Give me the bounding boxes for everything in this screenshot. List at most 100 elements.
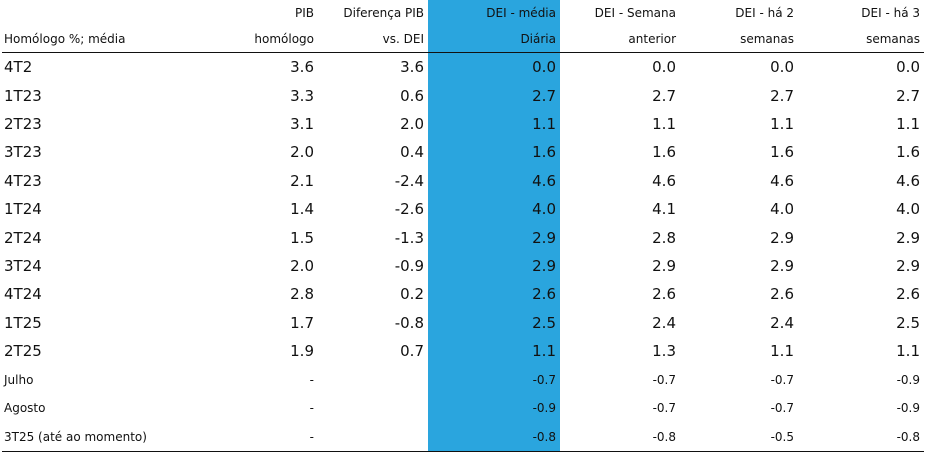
cell: 2.7: [652, 86, 676, 105]
cell: 2.6: [770, 285, 794, 304]
row-label: 1T25: [4, 313, 42, 332]
cell: 0.0: [652, 58, 676, 77]
cell: 4.6: [428, 166, 560, 195]
cell: 1.6: [652, 143, 676, 162]
cell: 4.0: [896, 200, 920, 219]
cell: -2.4: [394, 171, 424, 190]
cell: 4.0: [428, 194, 560, 224]
cell: -0.9: [394, 256, 424, 275]
cell: 2.7: [896, 86, 920, 105]
cell: -0.7: [770, 372, 794, 387]
cell: -0.9: [896, 401, 920, 416]
cell: 0.0: [770, 58, 794, 77]
cell: 1.1: [770, 342, 794, 361]
cell: -0.8: [798, 422, 924, 452]
table-row: 3T23 2.0 0.4 1.6 1.6 1.6 1.6: [2, 138, 924, 167]
cell: 3.6: [290, 58, 314, 77]
cell: 2.4: [652, 313, 676, 332]
cell: 2.9: [652, 256, 676, 275]
cell: 2.0: [290, 256, 314, 275]
cell: 2.8: [290, 285, 314, 304]
cell: 2.5: [896, 313, 920, 332]
table-row: 4T23 2.1 -2.4 4.6 4.6 4.6 4.6: [2, 166, 924, 195]
cell: 1.4: [290, 200, 314, 219]
cell: 0.4: [400, 143, 424, 162]
cell: 1.1: [428, 109, 560, 139]
cell: 1.9: [290, 342, 314, 361]
row-label: 1T23: [4, 86, 42, 105]
header-cell: homólogo: [218, 26, 318, 53]
header-cell: DEI - Semana: [594, 6, 676, 20]
header-cell: vs. DEI: [318, 26, 428, 53]
cell: 2.4: [770, 313, 794, 332]
cell: 1.1: [428, 336, 560, 366]
table-row: 1T24 1.4 -2.6 4.0 4.1 4.0 4.0: [2, 194, 924, 224]
cell: -: [218, 422, 318, 452]
table-row: Agosto - -0.9 -0.7 -0.7 -0.9: [2, 393, 924, 423]
cell: -2.6: [394, 200, 424, 219]
cell: 2.0: [290, 143, 314, 162]
row-label: 2T25: [4, 342, 42, 361]
cell: 4.1: [652, 200, 676, 219]
table-row: 3T25 (até ao momento) - -0.8 -0.8 -0.5 -0.8: [2, 422, 924, 452]
cell: 3.3: [290, 86, 314, 105]
row-label: 4T23: [4, 171, 42, 190]
header-cell: anterior: [560, 26, 680, 53]
cell: 1.1: [652, 114, 676, 133]
cell: 4.6: [896, 171, 920, 190]
cell: 0.2: [400, 285, 424, 304]
cell: 2.9: [896, 228, 920, 247]
cell: 1.6: [770, 143, 794, 162]
row-label: Agosto: [4, 401, 46, 416]
header-cell: Diária: [428, 26, 560, 53]
cell: 1.1: [896, 114, 920, 133]
row-label: 3T24: [4, 256, 42, 275]
cell: -0.5: [680, 422, 798, 452]
row-label: 2T23: [4, 114, 42, 133]
header-cell: DEI - média: [428, 0, 560, 26]
table-row: 2T24 1.5 -1.3 2.9 2.8 2.9 2.9: [2, 223, 924, 252]
cell: 2.6: [896, 285, 920, 304]
cell: -0.9: [428, 393, 560, 423]
cell: -0.7: [652, 372, 676, 387]
table-row: 2T25 1.9 0.7 1.1 1.3 1.1 1.1: [2, 336, 924, 366]
cell: 2.5: [428, 308, 560, 337]
cell: [318, 365, 428, 394]
cell: 1.1: [896, 342, 920, 361]
row-label: 4T2: [4, 58, 33, 77]
cell: 1.6: [896, 143, 920, 162]
cell: 1.5: [290, 228, 314, 247]
cell: 0.6: [400, 86, 424, 105]
cell: -0.7: [652, 401, 676, 416]
cell: -0.8: [428, 422, 560, 452]
header-cell: DEI - há 3: [861, 6, 920, 20]
table-row: 3T24 2.0 -0.9 2.9 2.9 2.9 2.9: [2, 251, 924, 281]
cell: 1.7: [290, 313, 314, 332]
cell: -0.7: [428, 365, 560, 394]
cell: 0.7: [400, 342, 424, 361]
cell: 2.9: [428, 251, 560, 281]
header-cell: semanas: [798, 26, 924, 53]
header-cell: semanas: [680, 26, 798, 53]
cell: 2.0: [400, 114, 424, 133]
cell: 3.6: [400, 58, 424, 77]
cell: -: [309, 401, 314, 416]
row-label: 2T24: [4, 228, 42, 247]
header-row: PIB Diferença PIB DEI - média DEI - Semana D…: [2, 0, 924, 26]
cell: 2.9: [896, 256, 920, 275]
cell: 2.6: [428, 280, 560, 309]
row-label: 1T24: [4, 200, 42, 219]
header-cell: PIB: [294, 6, 314, 20]
cell: -: [309, 372, 314, 387]
cell: 2.9: [770, 256, 794, 275]
cell: -0.7: [770, 401, 794, 416]
cell: 4.0: [770, 200, 794, 219]
cell: 0.0: [428, 52, 560, 82]
cell: 2.6: [652, 285, 676, 304]
cell: -0.8: [560, 422, 680, 452]
table-row: 2T23 3.1 2.0 1.1 1.1 1.1 1.1: [2, 109, 924, 139]
cell: 2.7: [770, 86, 794, 105]
cell: 1.3: [652, 342, 676, 361]
cell: 2.1: [290, 171, 314, 190]
